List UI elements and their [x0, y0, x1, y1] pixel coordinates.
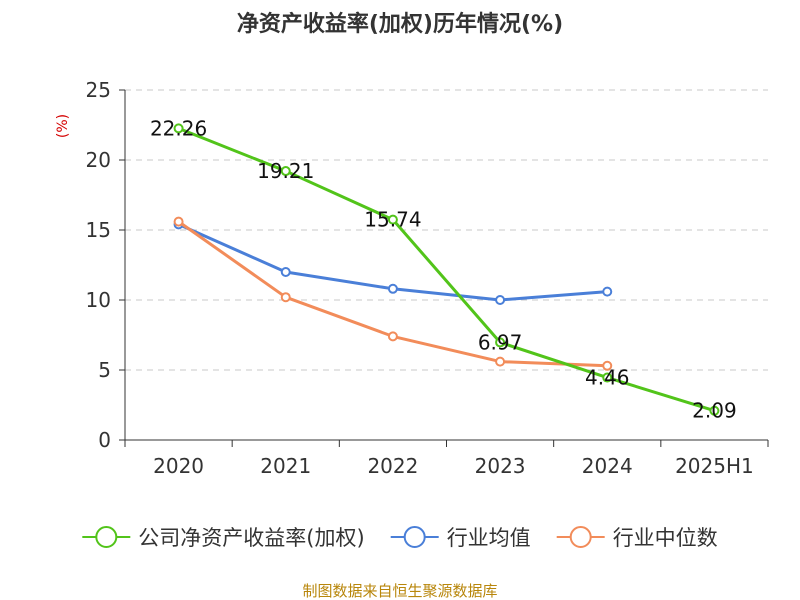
data-point: [495, 337, 506, 348]
chart-title: 净资产收益率(加权)历年情况(%): [236, 12, 564, 37]
y-tick-label: 15: [86, 218, 111, 242]
series-line: [177, 126, 716, 413]
data-point: [280, 267, 291, 277]
data-label: 6.97: [478, 330, 523, 354]
legend-item: 行业中位数: [556, 526, 718, 550]
data-point: [602, 286, 613, 297]
legend-label: 公司净资产收益率(加权): [138, 526, 364, 550]
data-point: [280, 292, 291, 303]
data-label: 22.26: [150, 116, 207, 140]
data-point: [709, 405, 720, 416]
legend-marker: [95, 526, 118, 548]
y-tick-label: 25: [86, 78, 111, 102]
data-point: [280, 166, 291, 177]
x-tick-label: 2020: [153, 454, 204, 478]
data-label: 19.21: [257, 159, 314, 183]
data-label: 15.74: [364, 208, 421, 232]
data-point: [387, 331, 398, 342]
legend-marker: [403, 526, 426, 548]
data-point: [602, 360, 613, 371]
legend-label: 行业均值: [447, 526, 531, 550]
data-point: [387, 283, 398, 294]
data-point: [173, 216, 184, 227]
data-point: [495, 295, 506, 305]
legend-item: 行业均值: [390, 526, 531, 550]
legend-item: 公司净资产收益率(加权): [82, 526, 365, 550]
x-tick-label: 2024: [582, 454, 633, 478]
y-tick-label: 10: [86, 288, 111, 312]
data-point: [495, 356, 506, 367]
data-point: [173, 123, 184, 134]
y-tick-label: 20: [86, 148, 111, 172]
data-label: 4.46: [585, 366, 630, 390]
y-tick-label: 0: [98, 428, 111, 452]
legend-label: 行业中位数: [613, 526, 718, 550]
x-tick-label: 2023: [475, 454, 526, 478]
x-tick-label: 2025H1: [675, 454, 754, 478]
source-note: 制图数据来自恒生聚源数据库: [302, 582, 498, 600]
data-point: [387, 214, 398, 225]
x-tick-label: 2021: [260, 454, 311, 478]
data-label: 2.09: [692, 399, 737, 423]
x-tick-label: 2022: [367, 454, 418, 478]
legend-marker: [569, 526, 592, 548]
y-tick-label: 5: [98, 358, 111, 382]
data-point: [602, 372, 613, 383]
y-axis-unit-label: (%): [55, 114, 71, 138]
